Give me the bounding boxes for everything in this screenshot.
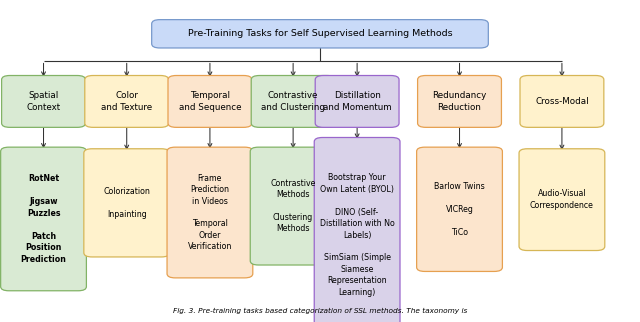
FancyBboxPatch shape <box>168 76 252 128</box>
FancyBboxPatch shape <box>520 76 604 128</box>
Text: Fig. 3. Pre-training tasks based categorization of SSL methods. The taxonomy is: Fig. 3. Pre-training tasks based categor… <box>173 308 467 314</box>
FancyBboxPatch shape <box>85 76 169 128</box>
FancyBboxPatch shape <box>1 147 86 291</box>
FancyBboxPatch shape <box>519 149 605 251</box>
FancyBboxPatch shape <box>152 20 488 48</box>
Text: Cross-Modal: Cross-Modal <box>535 97 589 106</box>
FancyBboxPatch shape <box>417 76 502 128</box>
FancyBboxPatch shape <box>2 76 86 128</box>
Text: Spatial
Context: Spatial Context <box>26 91 61 112</box>
Text: Temporal
and Sequence: Temporal and Sequence <box>179 91 241 112</box>
Text: Bootstrap Your
Own Latent (BYOL)

DINO (Self-
Distillation with No
Labels)

SimS: Bootstrap Your Own Latent (BYOL) DINO (S… <box>320 173 394 297</box>
Text: Pre-Training Tasks for Self Supervised Learning Methods: Pre-Training Tasks for Self Supervised L… <box>188 29 452 38</box>
Text: Distillation
and Momentum: Distillation and Momentum <box>323 91 392 112</box>
Text: Redundancy
Reduction: Redundancy Reduction <box>433 91 486 112</box>
FancyBboxPatch shape <box>167 147 253 278</box>
Text: Contrastive
Methods

Clustering
Methods: Contrastive Methods Clustering Methods <box>271 179 316 233</box>
Text: Audio-Visual
Correspondence: Audio-Visual Correspondence <box>530 189 594 210</box>
FancyBboxPatch shape <box>417 147 502 271</box>
Text: Frame
Prediction
in Videos

Temporal
Order
Verification: Frame Prediction in Videos Temporal Orde… <box>188 174 232 251</box>
FancyBboxPatch shape <box>252 76 335 128</box>
Text: Color
and Texture: Color and Texture <box>101 91 152 112</box>
Text: Contrastive
and Clustering: Contrastive and Clustering <box>261 91 325 112</box>
FancyBboxPatch shape <box>316 76 399 128</box>
Text: RotNet

Jigsaw
Puzzles

Patch
Position
Prediction: RotNet Jigsaw Puzzles Patch Position Pre… <box>20 175 67 263</box>
FancyBboxPatch shape <box>314 137 400 322</box>
FancyBboxPatch shape <box>84 149 170 257</box>
FancyBboxPatch shape <box>250 147 336 265</box>
Text: Colorization

Inpainting: Colorization Inpainting <box>103 187 150 219</box>
Text: Barlow Twins

VICReg

TiCo: Barlow Twins VICReg TiCo <box>434 182 485 237</box>
